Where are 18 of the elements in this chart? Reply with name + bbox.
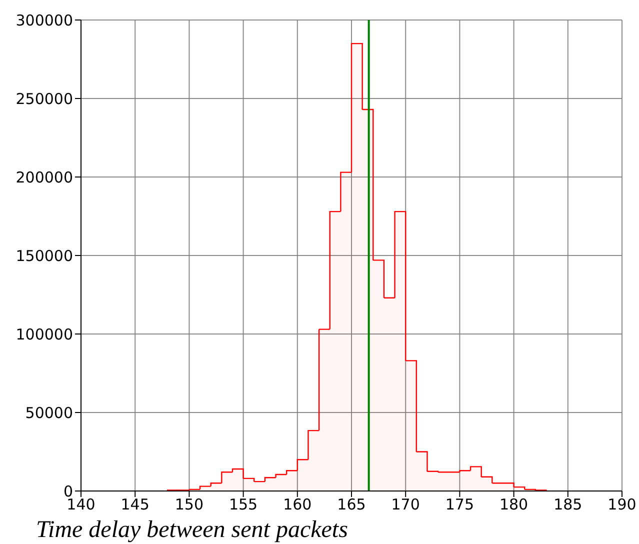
x-tick-label: 180 bbox=[499, 496, 528, 514]
x-tick-label: 155 bbox=[228, 496, 258, 514]
x-tick-label: 165 bbox=[337, 496, 366, 514]
y-tick-label: 150000 bbox=[16, 246, 73, 265]
x-tick-label: 145 bbox=[120, 496, 150, 514]
x-tick-label: 160 bbox=[283, 496, 312, 514]
x-tick-label: 175 bbox=[445, 496, 474, 514]
x-tick-label: 140 bbox=[66, 496, 96, 514]
y-tick-label: 200000 bbox=[16, 168, 73, 186]
y-tick-label: 300000 bbox=[16, 11, 73, 30]
y-tick-label: 100000 bbox=[16, 325, 73, 344]
x-tick-label: 150 bbox=[174, 496, 204, 514]
y-tick-label: 250000 bbox=[16, 90, 73, 108]
x-tick-label: 190 bbox=[608, 496, 636, 514]
y-tick-label: 50000 bbox=[25, 404, 73, 422]
x-tick-label: 170 bbox=[391, 496, 420, 514]
x-tick-label: 185 bbox=[554, 496, 582, 514]
x-axis-title: Time delay between sent packets bbox=[36, 517, 348, 544]
